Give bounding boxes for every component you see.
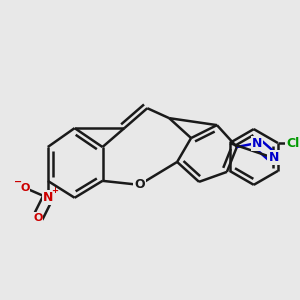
Text: N: N: [43, 191, 53, 204]
Text: −: −: [14, 177, 22, 187]
Text: N: N: [252, 136, 262, 149]
Text: N: N: [268, 152, 279, 164]
Text: +: +: [51, 186, 58, 195]
Text: O: O: [33, 213, 43, 223]
Text: O: O: [20, 183, 30, 193]
Text: Cl: Cl: [286, 136, 299, 149]
Text: O: O: [134, 178, 145, 191]
